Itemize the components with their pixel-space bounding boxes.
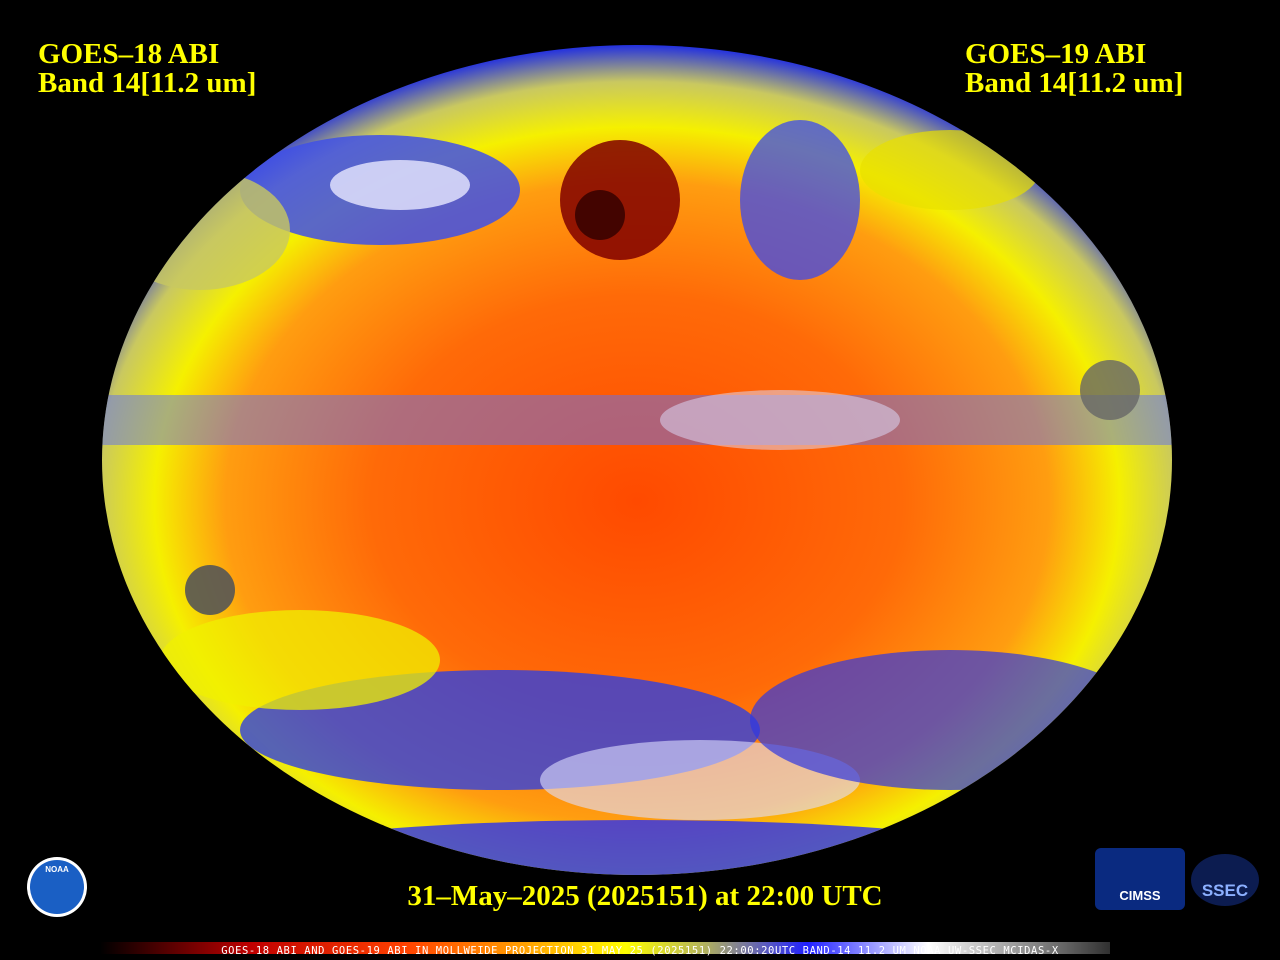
- cimss-label: CIMSS: [1119, 888, 1161, 903]
- right-header: GOES–19 ABI Band 14[11.2 um]: [965, 40, 1183, 98]
- footer-caption: GOES-18 ABI AND GOES-19 ABI IN MOLLWEIDE…: [221, 945, 1059, 957]
- right-band: Band 14[11.2 um]: [965, 67, 1184, 99]
- left-header: GOES–18 ABI Band 14[11.2 um]: [38, 40, 256, 98]
- left-band: Band 14[11.2 um]: [38, 67, 257, 99]
- color-scale: [100, 942, 1110, 954]
- right-title: GOES–19 ABI: [965, 38, 1147, 70]
- ssec-logo: [1191, 854, 1259, 906]
- cimss-logo: [1095, 848, 1185, 910]
- timestamp: 31–May–2025 (2025151) at 22:00 UTC: [407, 880, 883, 912]
- noaa-logo-inner: [30, 860, 84, 914]
- noaa-label: NOAA: [45, 865, 69, 874]
- left-title: GOES–18 ABI: [38, 38, 220, 70]
- ssec-label: SSEC: [1202, 881, 1248, 900]
